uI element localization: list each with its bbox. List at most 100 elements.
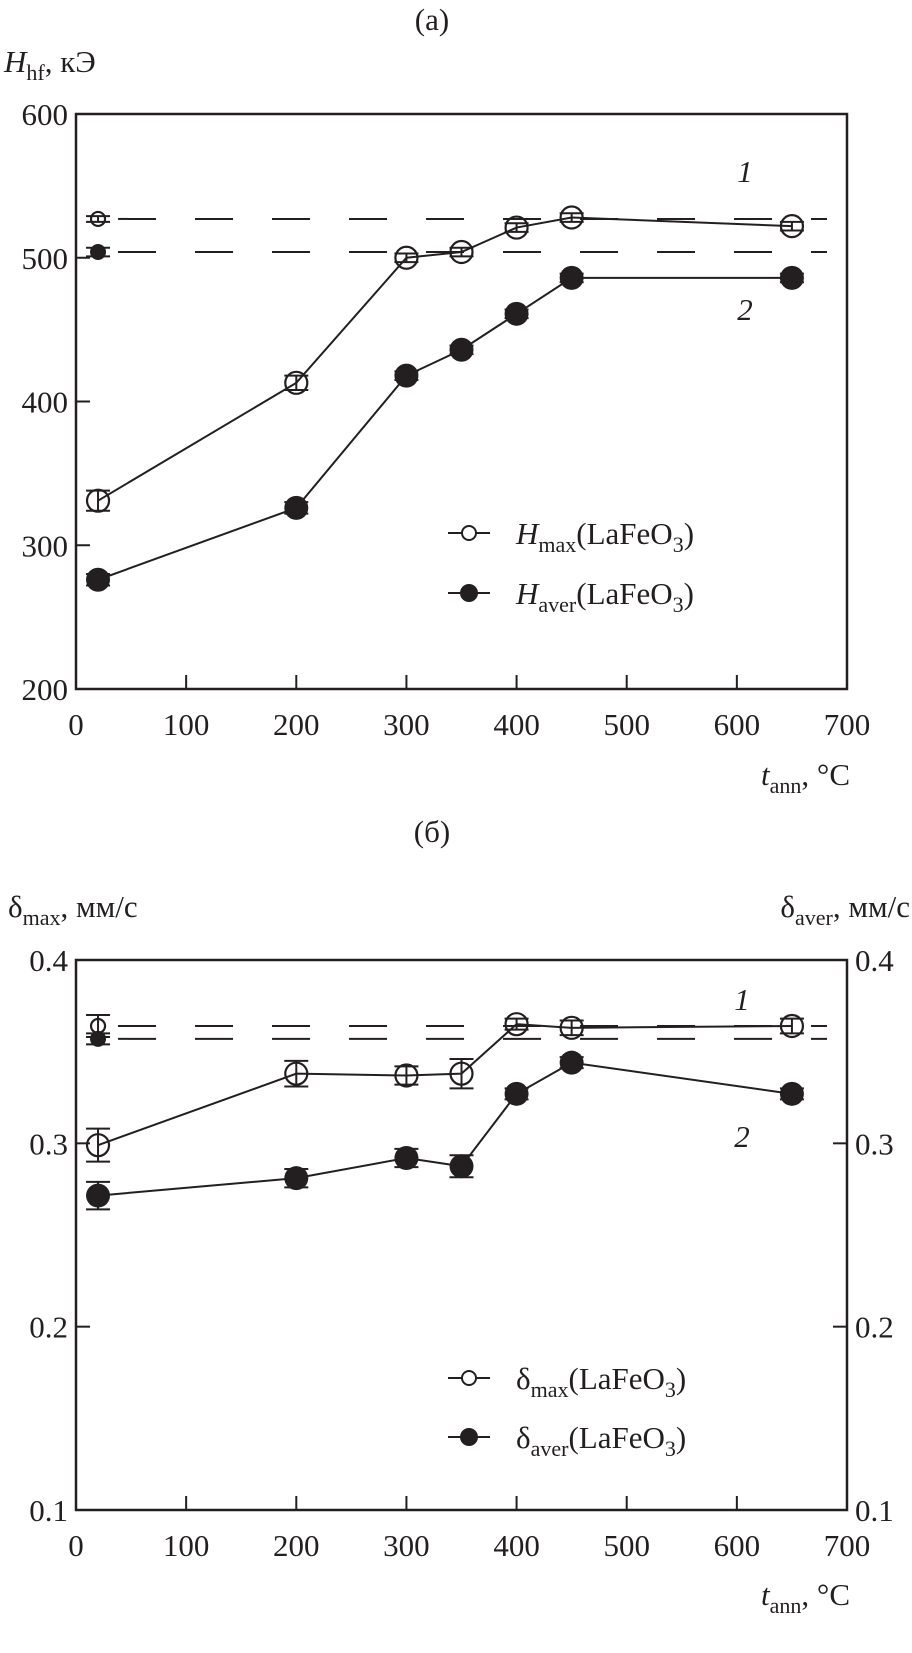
- legend-sub: max: [531, 1377, 569, 1402]
- legend-formula: (LaFeO: [576, 516, 672, 551]
- legend-marker-open: [461, 525, 477, 541]
- data-point-filled: [284, 495, 309, 520]
- x-label-symbol: t: [761, 757, 771, 792]
- x-tick-label: 0: [68, 707, 84, 742]
- panel-a-label: (a): [415, 2, 449, 37]
- x-tick-label: 300: [383, 1528, 430, 1563]
- data-point-filled: [394, 1146, 419, 1170]
- data-point-open: [394, 245, 419, 270]
- data-point-filled: [90, 244, 107, 260]
- data-point-open: [284, 370, 309, 395]
- curve-label-2: 2: [734, 1119, 750, 1154]
- legend-sub2: 3: [665, 1377, 676, 1402]
- x-label-unit: , °C: [801, 1577, 850, 1612]
- panel-b-x-axis-label: tann, °C: [761, 1577, 850, 1618]
- x-label-sub: ann: [770, 1593, 802, 1618]
- panel-a-x-axis-label: tann, °C: [761, 757, 850, 798]
- legend-sub2: 3: [673, 532, 684, 557]
- data-point-filled: [779, 1081, 804, 1106]
- legend-sub: max: [538, 532, 576, 557]
- y-tick-label: 200: [22, 672, 69, 707]
- panel-a-y-axis-label: Hhf, кЭ: [3, 44, 96, 85]
- curve-label-2: 2: [737, 292, 753, 327]
- legend-formula: (LaFeO: [576, 576, 672, 611]
- x-tick-label: 100: [163, 1528, 210, 1563]
- panel-b-y-axis-label-left: δmax, мм/с: [8, 889, 138, 930]
- data-point-open: [284, 1061, 309, 1086]
- panel-b-y-axis-label-right: δaver, мм/с: [780, 889, 910, 930]
- legend-symbol: H: [515, 516, 540, 551]
- x-tick-label: 600: [714, 1528, 761, 1563]
- y-label-unit: , мм/с: [61, 889, 138, 924]
- data-point-filled: [284, 1166, 309, 1191]
- x-label-symbol: t: [761, 1577, 771, 1612]
- data-point-open: [779, 214, 805, 239]
- y-tick-label: 0.3: [29, 1126, 68, 1161]
- data-point-open: [449, 239, 474, 265]
- data-point-open: [779, 1013, 805, 1039]
- legend-entry-max: Hmax(LaFeO3): [515, 516, 694, 557]
- legend: Hmax(LaFeO3) Haver(LaFeO3): [448, 516, 694, 617]
- x-tick-label: 500: [603, 1528, 650, 1563]
- data-point-open: [504, 215, 529, 240]
- legend-symbol: H: [515, 576, 540, 611]
- y-tick-label: 0.2: [29, 1310, 68, 1345]
- data-point-open: [85, 1133, 111, 1158]
- legend-entry-aver: δaver(LaFeO3): [516, 1420, 686, 1461]
- x-tick-label: 200: [273, 707, 320, 742]
- data-point-filled: [90, 1030, 107, 1047]
- legend-sub: aver: [531, 1436, 570, 1461]
- y-right-tick-label: 0.4: [855, 943, 894, 978]
- y-right-tick-label: 0.1: [855, 1493, 894, 1528]
- data-point-filled: [449, 1154, 474, 1179]
- data-point-filled: [86, 567, 111, 592]
- legend-close: ): [684, 516, 694, 551]
- legend-sub2: 3: [673, 592, 684, 617]
- legend-marker-filled: [460, 584, 478, 602]
- y-tick-label: 400: [22, 385, 69, 420]
- plot-frame: [74, 112, 849, 691]
- y-label-unit: , кЭ: [45, 44, 96, 79]
- legend-formula: (LaFeO: [569, 1361, 665, 1396]
- curve-label-1: 1: [734, 982, 750, 1017]
- panel-b-label: (б): [414, 814, 450, 849]
- y-label-sub: aver: [795, 905, 834, 930]
- x-tick-label: 500: [603, 707, 650, 742]
- y-label-sub: hf: [26, 60, 45, 85]
- y-right-tick-label: 0.2: [855, 1310, 894, 1345]
- x-tick-label: 600: [714, 707, 761, 742]
- series-line: [97, 1023, 792, 1147]
- data-point-open: [89, 210, 107, 228]
- panel-a: (a) Hhf, кЭ tann, °C 1 2 Hmax(LaFeO3) Ha…: [3, 2, 870, 798]
- y-tick-label: 300: [22, 528, 69, 563]
- legend-marker-open: [461, 1370, 477, 1386]
- data-point-open: [559, 1015, 584, 1040]
- y-tick-label: 500: [22, 241, 69, 276]
- legend-entry-aver: Haver(LaFeO3): [515, 576, 694, 617]
- x-tick-label: 300: [383, 707, 430, 742]
- legend-symbol: δ: [516, 1361, 531, 1396]
- legend: δmax(LaFeO3) δaver(LaFeO3): [448, 1361, 686, 1461]
- data-point-filled: [449, 337, 474, 362]
- legend-marker-filled: [460, 1428, 478, 1446]
- x-tick-label: 200: [273, 1528, 320, 1563]
- x-tick-label: 700: [824, 707, 871, 742]
- legend-close: ): [676, 1361, 686, 1396]
- y-tick-label: 600: [22, 97, 69, 132]
- legend-close: ): [684, 576, 694, 611]
- y-label-symbol: δ: [780, 889, 795, 924]
- y-label-sub: max: [23, 905, 61, 930]
- plot-frame: [74, 958, 849, 1512]
- data-point-open: [85, 488, 111, 513]
- legend-symbol: δ: [516, 1420, 531, 1455]
- data-point-filled: [504, 1081, 529, 1106]
- data-point-filled: [86, 1183, 111, 1208]
- series-line: [97, 1061, 793, 1197]
- legend-entry-max: δmax(LaFeO3): [516, 1361, 686, 1402]
- x-tick-label: 400: [493, 707, 540, 742]
- y-tick-label: 0.1: [29, 1493, 68, 1528]
- legend-formula: (LaFeO: [568, 1420, 664, 1455]
- x-label-sub: ann: [770, 773, 802, 798]
- series-line: [97, 216, 792, 502]
- x-tick-label: 700: [824, 1528, 871, 1563]
